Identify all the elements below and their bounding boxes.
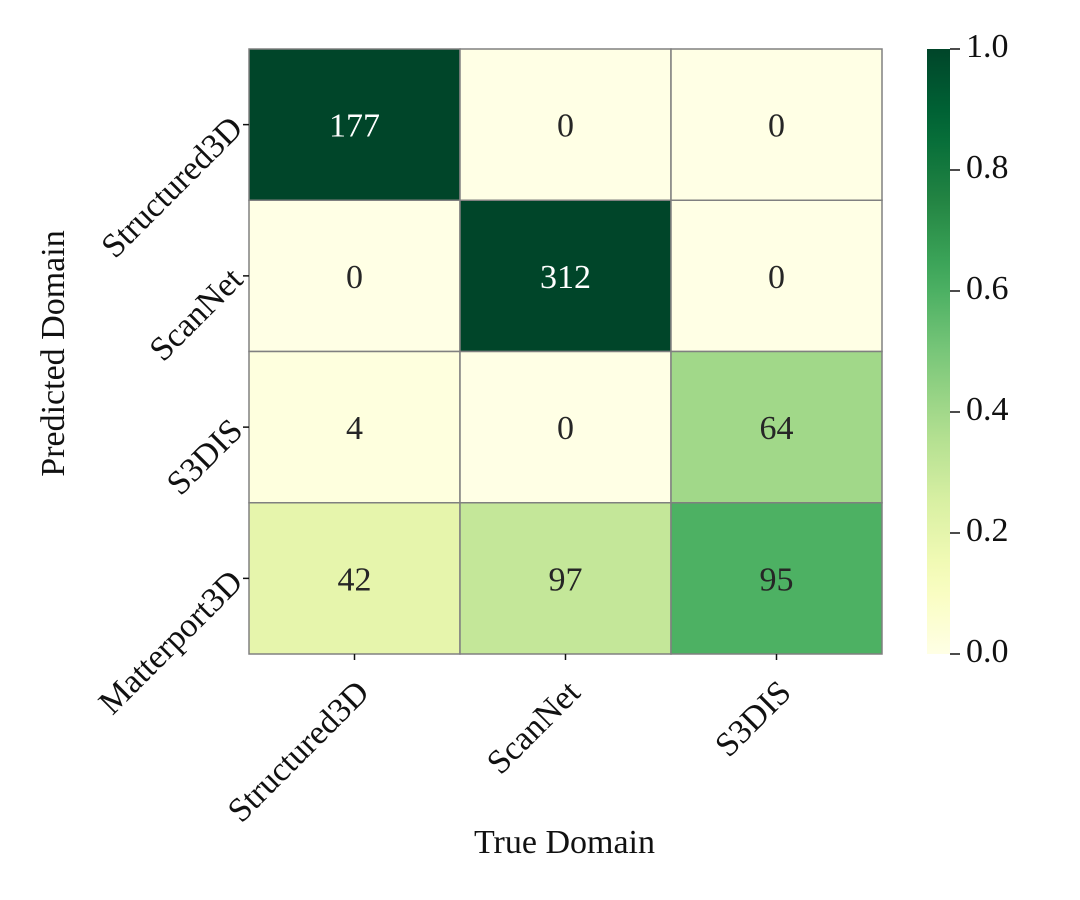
x-axis-label: True Domain xyxy=(474,824,655,861)
heatmap-cells xyxy=(248,48,883,655)
y-axis-label: Predicted Domain xyxy=(35,230,72,476)
heatmap-cell-value: 0 xyxy=(768,108,785,145)
y-axis-tick-label: ScanNet xyxy=(143,260,251,368)
y-axis-tick-label: Structured3D xyxy=(94,110,250,266)
heatmap-cell-value: 64 xyxy=(760,410,794,447)
colorbar-gradient xyxy=(927,49,950,654)
heatmap-cell xyxy=(459,199,672,353)
heatmap-cell xyxy=(248,48,461,201)
heatmap-cell-value: 0 xyxy=(768,259,785,296)
heatmap-cell xyxy=(459,48,672,201)
heatmap-cell-value: 0 xyxy=(557,410,574,447)
colorbar-tick-label: 0.4 xyxy=(966,391,1009,428)
heatmap-cell-value: 4 xyxy=(346,410,363,447)
colorbar-tick-label: 1.0 xyxy=(966,28,1009,65)
x-axis-tick-label: S3DIS xyxy=(708,674,798,764)
heatmap-cell-value: 312 xyxy=(540,259,591,296)
colorbar: 0.0 0.2 0.4 0.6 0.8 1.0 xyxy=(927,28,1009,670)
heatmap-cell xyxy=(670,502,883,655)
heatmap-cell xyxy=(670,48,883,201)
heatmap-cell xyxy=(670,199,883,353)
colorbar-tick-label: 0.0 xyxy=(966,633,1009,670)
heatmap-cell xyxy=(248,502,461,655)
heatmap-cell-value: 177 xyxy=(329,108,380,145)
colorbar-tick-label: 0.8 xyxy=(966,149,1009,186)
heatmap-cell xyxy=(459,350,672,504)
x-axis-tick-labels: Structured3D ScanNet S3DIS xyxy=(221,654,799,830)
x-axis-tick-label: ScanNet xyxy=(480,674,588,782)
heatmap-cell-value: 95 xyxy=(760,561,794,598)
heatmap-cell xyxy=(248,199,461,353)
heatmap-cell-labels: 177 0 0 0 312 0 4 0 64 42 97 95 xyxy=(329,108,794,599)
heatmap-cell-value: 0 xyxy=(346,259,363,296)
heatmap-cell-value: 42 xyxy=(338,561,372,598)
colorbar-tick-label: 0.2 xyxy=(966,512,1009,549)
y-axis-tick-label: S3DIS xyxy=(160,412,250,502)
x-axis-tick-label: Structured3D xyxy=(221,674,377,830)
colorbar-tick-label: 0.6 xyxy=(966,270,1009,307)
y-axis-tick-label: Matterport3D xyxy=(92,563,250,721)
heatmap-cell-value: 97 xyxy=(549,561,583,598)
heatmap-cell-value: 0 xyxy=(557,108,574,145)
